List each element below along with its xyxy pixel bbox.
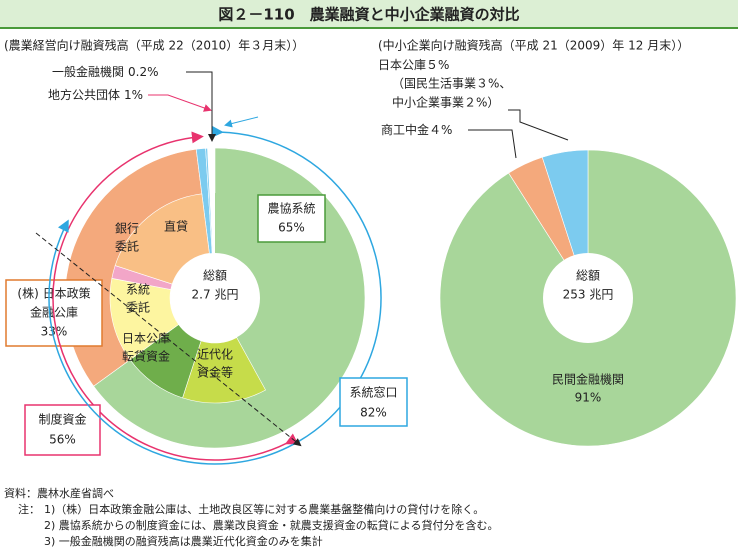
category-name: 日本公庫 [378, 58, 426, 72]
label: 直貸 [164, 219, 188, 234]
value-label: ５% [426, 58, 449, 72]
note: 2) 農協系統からの制度資金には、農業改良資金・就農支援資金の転貸による貸付分を… [44, 518, 498, 532]
title-band [0, 0, 738, 28]
center-value: 2.7 兆円 [192, 288, 239, 302]
chart-title: (中小企業向け融資残高（平成 21（2009）年 12 月末）） [378, 38, 689, 53]
center-hole [543, 253, 633, 343]
label: 一般金融機関 0.2% [52, 64, 159, 79]
note: 3) 一般金融機関の融資残高は農業近代化資金のみを集計 [44, 534, 323, 548]
page-title: 図２－110 農業融資と中小企業融資の対比 [218, 6, 519, 24]
leader [224, 116, 259, 128]
center-value: 253 兆円 [563, 288, 614, 302]
label: 日本公庫５% [378, 58, 449, 72]
leader [468, 129, 517, 159]
group-name: 制度資金 [38, 412, 86, 427]
label-box [339, 377, 408, 427]
divider [35, 232, 302, 447]
value-label: 82% [360, 406, 387, 420]
label: (株) 日本政策 [17, 286, 90, 301]
center-title: 総額 [576, 269, 600, 283]
note-label: 注： [18, 502, 40, 516]
leader [148, 94, 212, 112]
label: 商工中金４% [381, 122, 452, 137]
category-name: 商工中金 [381, 122, 429, 137]
center-title: 総額 [203, 269, 227, 283]
leader [186, 71, 216, 142]
label: 農協系統 [267, 201, 315, 216]
label: 転貸資金 [122, 349, 170, 364]
label: 日本公庫 [122, 332, 170, 346]
label: 近代化 [197, 348, 233, 362]
plots: 総額2.7 兆円近代化資金等日本公庫転貸資金系統委託銀行委託直貸農協系統65%(… [5, 58, 737, 465]
group-name: 系統窓口 [349, 385, 397, 400]
leader [508, 109, 569, 141]
label: 資金等 [197, 365, 233, 380]
category-name: 一般金融機関 [52, 64, 124, 79]
label: 系統 [126, 283, 150, 297]
value-label: 1% [124, 88, 143, 102]
value-label: 0.2% [128, 65, 159, 79]
sub-label: 中小企業事業２%） [392, 95, 499, 110]
label: 銀行 [115, 222, 139, 236]
sub-label: （国民生活事業３%、 [392, 77, 511, 91]
category-name: 地方公共団体 [48, 87, 120, 102]
label: 委託 [126, 300, 150, 315]
value-label: ４% [429, 123, 452, 137]
value-label: 33% [41, 325, 68, 339]
label-box [24, 404, 101, 456]
note: 1)（株）日本政策金融公庫は、土地改良区等に対する農業基盤整備向けの貸付けを除く… [44, 502, 484, 516]
chart-title: (農業経営向け融資残高（平成 22（2010）年３月末）） [4, 38, 304, 53]
value-label: 65% [278, 221, 305, 235]
label: 委託 [115, 239, 139, 254]
source: 資料：農林水産省調べ [4, 486, 114, 500]
value-label: 91% [575, 391, 602, 405]
category-name: 民間金融機関 [552, 372, 624, 387]
value-label: 56% [49, 433, 76, 447]
label: 地方公共団体 1% [48, 87, 143, 102]
